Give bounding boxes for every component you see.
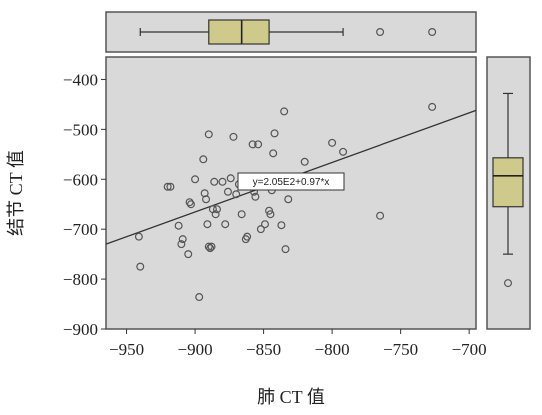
x-axis-title: 肺 CT 值 [257, 387, 325, 407]
y-axis: −400 −500 −600 −700 −800 −900 [63, 70, 106, 339]
data-point [202, 195, 211, 204]
y-tick-label: −500 [63, 120, 98, 139]
data-point [270, 129, 279, 138]
data-point [269, 149, 278, 158]
x-tick-label: −750 [383, 340, 418, 359]
y-tick-label: −600 [63, 170, 98, 189]
data-point [339, 147, 348, 156]
data-point [376, 211, 385, 220]
right-outlier [504, 279, 513, 288]
data-point [260, 220, 269, 229]
right-box-iqr [492, 157, 524, 208]
data-point [232, 190, 241, 199]
y-tick-label: −400 [63, 70, 98, 89]
data-point [223, 187, 232, 196]
data-point [251, 192, 260, 201]
plot-area [105, 56, 477, 330]
data-point [191, 175, 200, 184]
y-axis-title: 结节 CT 值 [6, 150, 26, 236]
data-point [226, 174, 235, 183]
data-point [277, 221, 286, 230]
data-point [174, 221, 183, 230]
x-tick-label: −900 [178, 340, 213, 359]
data-point [254, 140, 263, 149]
data-point [213, 205, 222, 214]
top-boxplot [139, 19, 437, 45]
data-point [184, 250, 193, 259]
x-axis: −950 −900 −850 −800 −750 −700 [109, 329, 487, 359]
y-tick-label: −800 [63, 270, 98, 289]
x-tick-label: −950 [109, 340, 144, 359]
data-point [211, 210, 220, 219]
data-point [266, 210, 275, 219]
data-point [199, 155, 208, 164]
y-tick-label: −900 [63, 320, 98, 339]
data-point [229, 132, 238, 141]
data-point [256, 225, 265, 234]
data-point [428, 102, 437, 111]
data-point [134, 232, 143, 241]
regression-equation-label: y=2.05E2+0.97*x [253, 177, 330, 188]
x-tick-label: −800 [315, 340, 350, 359]
data-point [186, 200, 195, 209]
data-point [300, 157, 309, 166]
x-tick-label: −700 [452, 340, 487, 359]
data-point [210, 177, 219, 186]
data-point [207, 242, 216, 251]
data-point [177, 240, 186, 249]
data-point [204, 130, 213, 139]
data-point [243, 232, 252, 241]
data-point [206, 244, 215, 253]
data-point [185, 198, 194, 207]
data-point [203, 220, 212, 229]
data-point [163, 182, 172, 191]
data-point [204, 242, 213, 251]
data-point [265, 206, 274, 215]
data-point [248, 140, 257, 149]
data-point [281, 245, 290, 254]
data-point [328, 138, 337, 147]
data-point [280, 107, 289, 116]
data-point [221, 220, 230, 229]
data-point [284, 195, 293, 204]
data-point [136, 262, 145, 271]
data-point [166, 182, 175, 191]
top-outlier [376, 28, 385, 37]
data-point [178, 235, 187, 244]
data-point [218, 177, 227, 186]
x-tick-label: −850 [246, 340, 281, 359]
top-outlier [428, 28, 437, 37]
y-tick-label: −700 [63, 220, 98, 239]
right-boxplot [492, 92, 524, 288]
data-point [237, 210, 246, 219]
data-point [195, 293, 204, 302]
top-box-iqr [208, 19, 270, 45]
regression-equation-box: y=2.05E2+0.97*x [237, 172, 345, 191]
